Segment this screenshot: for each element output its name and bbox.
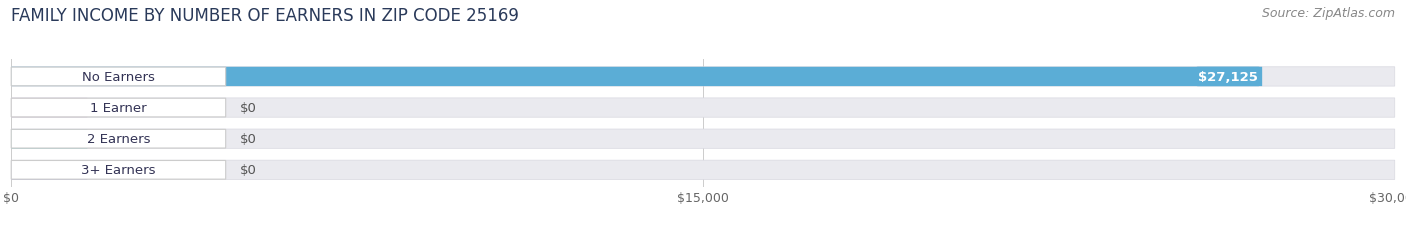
FancyBboxPatch shape — [11, 129, 1395, 149]
FancyBboxPatch shape — [11, 130, 226, 148]
Text: $0: $0 — [239, 102, 256, 115]
Text: $0: $0 — [239, 164, 256, 176]
Text: 2 Earners: 2 Earners — [87, 133, 150, 146]
FancyBboxPatch shape — [11, 161, 87, 180]
Text: $27,125: $27,125 — [1198, 71, 1258, 84]
Text: No Earners: No Earners — [82, 71, 155, 84]
Text: $0: $0 — [239, 133, 256, 146]
Text: 1 Earner: 1 Earner — [90, 102, 146, 115]
FancyBboxPatch shape — [11, 67, 1395, 87]
Text: Source: ZipAtlas.com: Source: ZipAtlas.com — [1261, 7, 1395, 20]
FancyBboxPatch shape — [11, 161, 226, 179]
Text: FAMILY INCOME BY NUMBER OF EARNERS IN ZIP CODE 25169: FAMILY INCOME BY NUMBER OF EARNERS IN ZI… — [11, 7, 519, 25]
FancyBboxPatch shape — [11, 161, 1395, 180]
FancyBboxPatch shape — [11, 98, 87, 118]
FancyBboxPatch shape — [11, 129, 87, 149]
FancyBboxPatch shape — [11, 98, 1395, 118]
FancyBboxPatch shape — [11, 67, 1263, 87]
FancyBboxPatch shape — [11, 68, 226, 86]
Text: 3+ Earners: 3+ Earners — [82, 164, 156, 176]
FancyBboxPatch shape — [11, 99, 226, 117]
